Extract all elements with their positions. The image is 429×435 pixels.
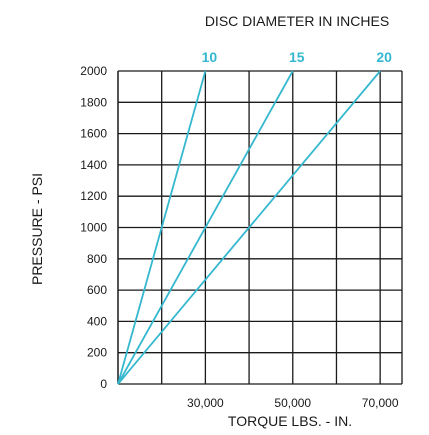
y-tick-label: 0 [100, 377, 107, 391]
x-tick-label: 70,000 [362, 396, 399, 410]
y-axis-label: PRESSURE - PSI [29, 173, 45, 285]
series-line-10 [117, 70, 207, 385]
x-axis-label: TORQUE LBS. - IN. [228, 413, 352, 429]
x-tick-label: 50,000 [274, 396, 311, 410]
y-tick-label: 200 [87, 346, 107, 360]
series-lines [117, 70, 381, 385]
y-tick-label: 600 [87, 283, 107, 297]
y-tick-label: 800 [87, 252, 107, 266]
series-label-20: 20 [376, 49, 392, 65]
series-labels: 10 15 20 [202, 49, 393, 65]
y-tick-label: 2000 [80, 64, 107, 78]
series-label-10: 10 [202, 49, 218, 65]
series-line-15 [117, 70, 294, 385]
series-label-15: 15 [289, 49, 305, 65]
y-tick-label: 1200 [80, 189, 107, 203]
y-tick-label: 400 [87, 314, 107, 328]
y-tick-label: 1600 [80, 127, 107, 141]
series-line-20 [117, 70, 381, 385]
y-tick-labels: 0 200 400 600 800 1000 1200 1400 1600 1800 2000 [80, 64, 107, 391]
grid [117, 70, 403, 385]
chart-title: DISC DIAMETER IN INCHES [205, 13, 389, 29]
y-tick-label: 1400 [80, 158, 107, 172]
y-tick-label: 1800 [80, 95, 107, 109]
x-tick-labels: 30,000 50,000 70,000 [187, 396, 399, 410]
x-tick-label: 30,000 [187, 396, 224, 410]
y-tick-label: 1000 [80, 221, 107, 235]
